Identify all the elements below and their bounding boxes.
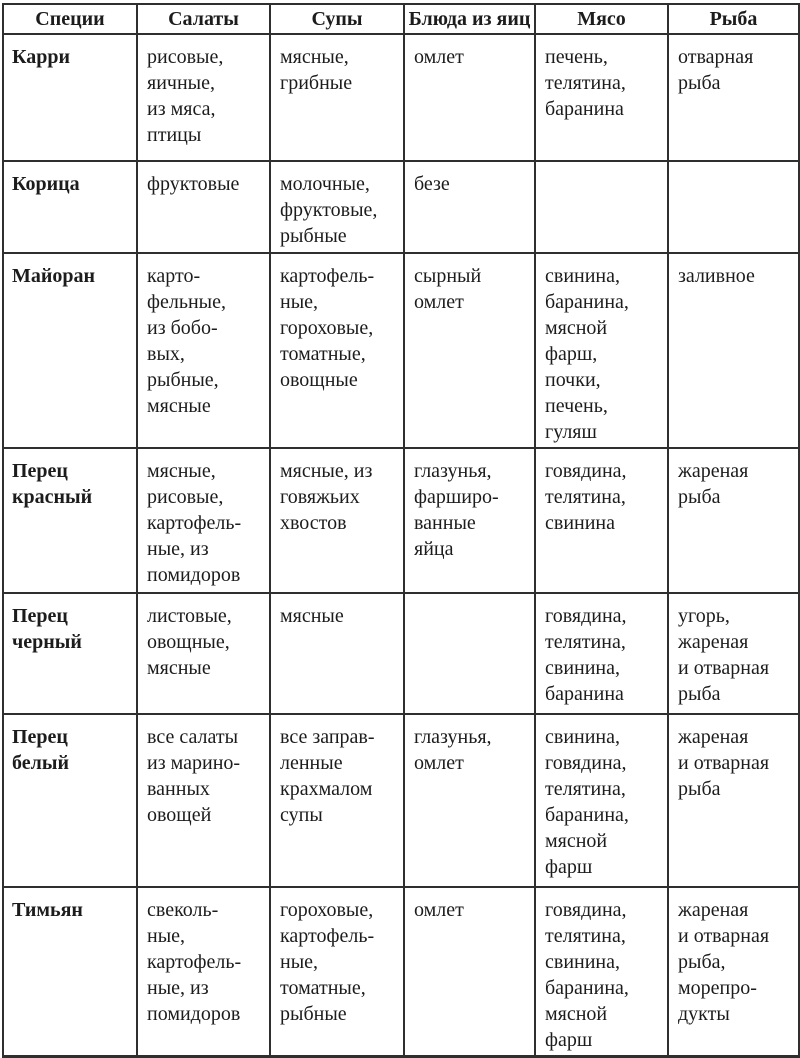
table-cell: рисовые, яичные, из мяса, птицы <box>136 33 271 162</box>
table-cell: омлет <box>403 886 536 1058</box>
column-header: Салаты <box>136 3 271 35</box>
spice-name-cell: Перец черный <box>2 592 138 715</box>
spice-name-cell: Тимьян <box>2 886 138 1058</box>
spice-name-cell: Карри <box>2 33 138 162</box>
table-row: Майоран карто- фельные, из бобо- вых, рыб… <box>2 252 800 449</box>
table-cell: говядина, телятина, свинина, баранина <box>534 592 669 715</box>
spice-name-cell: Перец красный <box>2 447 138 594</box>
header-row: Специи Салаты Супы Блюда из яиц Мясо Рыба <box>2 3 800 35</box>
table-row: Перец красный мясные, рисовые, картофель-… <box>2 447 800 594</box>
spice-usage-table: Специи Салаты Супы Блюда из яиц Мясо Рыба Кар… <box>2 3 800 1058</box>
table-cell: все заправ- ленные крахмалом супы <box>269 713 405 888</box>
table-cell: гороховые, картофель- ные, томатные, рыб… <box>269 886 405 1058</box>
table-body: Карри рисовые, яичные, из мяса, птицы мясн… <box>2 33 800 1058</box>
table-cell: заливное <box>667 252 800 449</box>
table-cell: жареная и отварная рыба, морепро- дукты <box>667 886 800 1058</box>
table-cell: жареная рыба <box>667 447 800 594</box>
table-cell: сырный омлет <box>403 252 536 449</box>
table-cell: омлет <box>403 33 536 162</box>
table-cell: говядина, телятина, свинина <box>534 447 669 594</box>
table-cell: безе <box>403 160 536 254</box>
table-cell: говядина, телятина, свинина, баранина, м… <box>534 886 669 1058</box>
column-header: Мясо <box>534 3 669 35</box>
table-cell <box>403 592 536 715</box>
table-cell: свинина, говядина, телятина, баранина, м… <box>534 713 669 888</box>
column-header: Рыба <box>667 3 800 35</box>
table-cell: листовые, овощные, мясные <box>136 592 271 715</box>
table-cell: все салаты из марино- ванных овощей <box>136 713 271 888</box>
table-row: Перец черный листовые, овощные, мясные мяс… <box>2 592 800 715</box>
table-cell: мясные, рисовые, картофель- ные, из поми… <box>136 447 271 594</box>
table-row: Корица фруктовые молочные, фруктовые, рыбн… <box>2 160 800 254</box>
table-cell: фруктовые <box>136 160 271 254</box>
spice-name-cell: Перец белый <box>2 713 138 888</box>
table-cell: картофель- ные, гороховые, томатные, ово… <box>269 252 405 449</box>
table-cell: печень, телятина, баранина <box>534 33 669 162</box>
table-cell: мясные <box>269 592 405 715</box>
table-row: Перец белый все салаты из марино- ванных … <box>2 713 800 888</box>
column-header: Блюда из яиц <box>403 3 536 35</box>
column-header: Супы <box>269 3 405 35</box>
table-cell: карто- фельные, из бобо- вых, рыбные, мя… <box>136 252 271 449</box>
spice-name-cell: Майоран <box>2 252 138 449</box>
table-row: Карри рисовые, яичные, из мяса, птицы мясн… <box>2 33 800 162</box>
table-cell: свеколь- ные, картофель- ные, из помидор… <box>136 886 271 1058</box>
spice-name-cell: Корица <box>2 160 138 254</box>
table-cell: жареная и отварная рыба <box>667 713 800 888</box>
table-cell: отварная рыба <box>667 33 800 162</box>
table-cell: угорь, жареная и отварная рыба <box>667 592 800 715</box>
table-cell: мясные, грибные <box>269 33 405 162</box>
table-row: Тимьян свеколь- ные, картофель- ные, из п… <box>2 886 800 1058</box>
table-cell: глазунья, фарширо- ванные яйца <box>403 447 536 594</box>
column-header: Специи <box>2 3 138 35</box>
table-cell: свинина, баранина, мясной фарш, почки, п… <box>534 252 669 449</box>
table-cell: мясные, из говяжьих хвостов <box>269 447 405 594</box>
table-cell <box>667 160 800 254</box>
table-cell <box>534 160 669 254</box>
table-cell: глазунья, омлет <box>403 713 536 888</box>
table-cell: молочные, фруктовые, рыбные <box>269 160 405 254</box>
